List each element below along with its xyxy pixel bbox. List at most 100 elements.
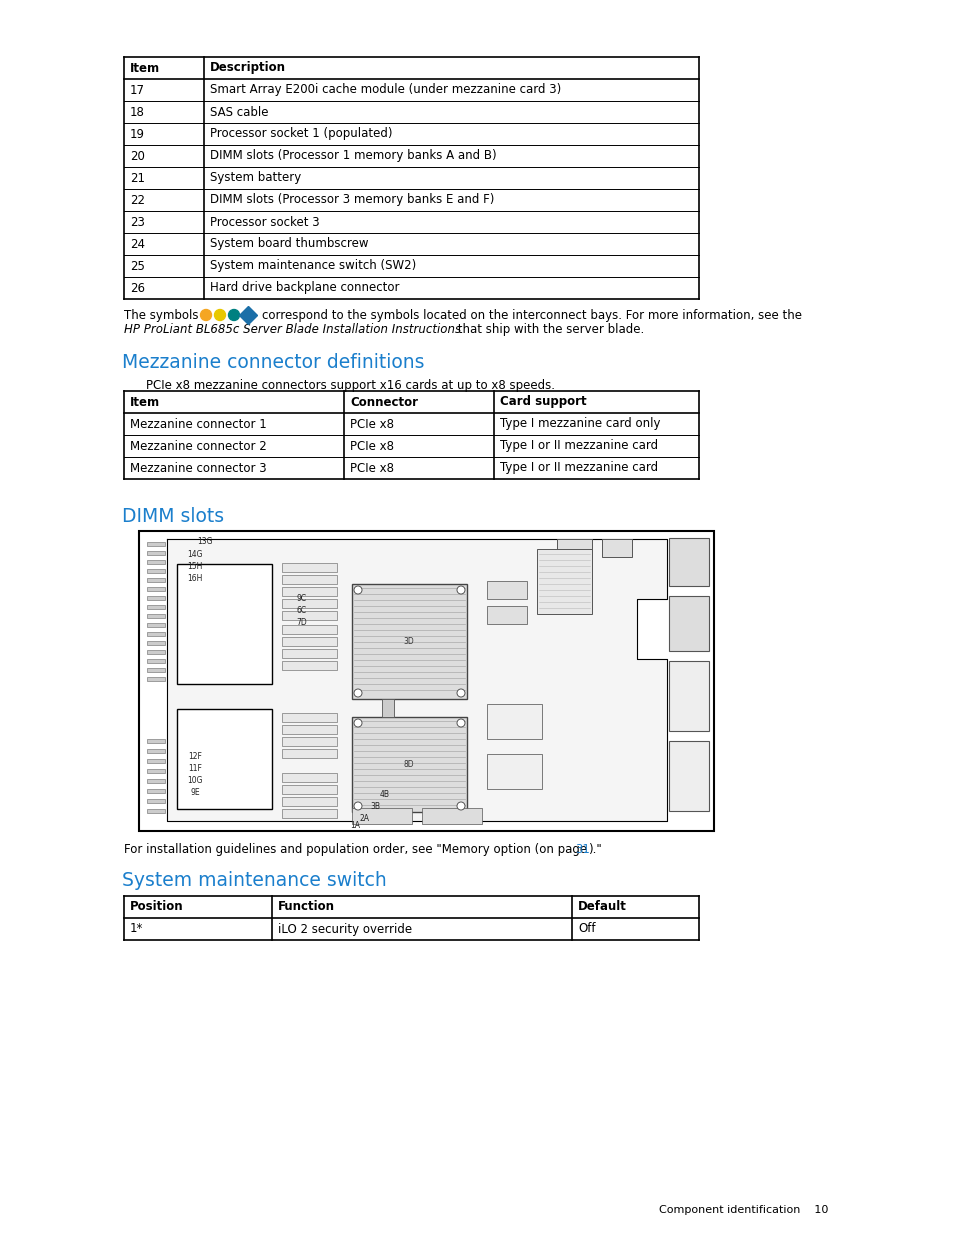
Bar bbox=[282, 773, 336, 782]
Text: DIMM slots (Processor 3 memory banks E and F): DIMM slots (Processor 3 memory banks E a… bbox=[210, 194, 494, 206]
Bar bbox=[282, 797, 336, 806]
Text: Connector: Connector bbox=[350, 395, 417, 409]
Text: DIMM slots: DIMM slots bbox=[122, 508, 224, 526]
Bar bbox=[147, 789, 165, 793]
Text: SAS cable: SAS cable bbox=[210, 105, 268, 119]
Bar bbox=[147, 605, 165, 609]
Bar bbox=[537, 550, 592, 614]
Bar bbox=[486, 755, 541, 789]
Circle shape bbox=[456, 802, 464, 810]
Bar bbox=[177, 709, 272, 809]
Text: System maintenance switch (SW2): System maintenance switch (SW2) bbox=[210, 259, 416, 273]
Text: 23: 23 bbox=[130, 215, 145, 228]
Text: Mezzanine connector definitions: Mezzanine connector definitions bbox=[122, 353, 424, 372]
Text: Type I or II mezzanine card: Type I or II mezzanine card bbox=[499, 440, 658, 452]
Text: PCIe x8: PCIe x8 bbox=[350, 462, 394, 474]
Text: 1*: 1* bbox=[130, 923, 143, 935]
Bar bbox=[352, 718, 467, 811]
Bar bbox=[147, 587, 165, 592]
Bar bbox=[282, 637, 336, 646]
Bar bbox=[147, 650, 165, 655]
Polygon shape bbox=[167, 538, 666, 821]
Bar bbox=[601, 538, 631, 557]
Bar bbox=[282, 650, 336, 658]
Bar bbox=[282, 661, 336, 671]
Text: Item: Item bbox=[130, 395, 160, 409]
Text: 15H: 15H bbox=[187, 562, 202, 571]
Text: Position: Position bbox=[130, 900, 183, 914]
Bar bbox=[668, 741, 708, 811]
Text: System board thumbscrew: System board thumbscrew bbox=[210, 237, 368, 251]
Bar bbox=[486, 580, 526, 599]
Text: that ship with the server blade.: that ship with the server blade. bbox=[454, 324, 643, 336]
Bar bbox=[147, 542, 165, 546]
Bar bbox=[147, 799, 165, 803]
Bar bbox=[352, 808, 412, 824]
Bar bbox=[282, 625, 336, 634]
Text: 16H: 16H bbox=[187, 574, 202, 583]
Bar bbox=[147, 597, 165, 600]
Text: DIMM slots (Processor 1 memory banks A and B): DIMM slots (Processor 1 memory banks A a… bbox=[210, 149, 497, 163]
Text: 21: 21 bbox=[130, 172, 145, 184]
Text: 10G: 10G bbox=[187, 776, 203, 785]
Bar bbox=[282, 599, 336, 608]
Text: 19: 19 bbox=[130, 127, 145, 141]
Text: 26: 26 bbox=[130, 282, 145, 294]
Text: Item: Item bbox=[130, 62, 160, 74]
Circle shape bbox=[354, 689, 361, 697]
Text: Mezzanine connector 3: Mezzanine connector 3 bbox=[130, 462, 266, 474]
Text: correspond to the symbols located on the interconnect bays. For more information: correspond to the symbols located on the… bbox=[262, 309, 801, 322]
Text: 7D: 7D bbox=[296, 618, 307, 627]
Bar bbox=[124, 897, 699, 940]
Text: 3D: 3D bbox=[403, 637, 414, 646]
Text: Mezzanine connector 2: Mezzanine connector 2 bbox=[130, 440, 267, 452]
Bar bbox=[139, 531, 713, 831]
Text: 4B: 4B bbox=[379, 790, 390, 799]
Text: 12F: 12F bbox=[188, 752, 202, 761]
Circle shape bbox=[456, 689, 464, 697]
Text: ).": )." bbox=[587, 844, 601, 856]
Text: Card support: Card support bbox=[499, 395, 586, 409]
Text: 13G: 13G bbox=[197, 537, 213, 546]
Bar bbox=[282, 587, 336, 597]
Text: Type I mezzanine card only: Type I mezzanine card only bbox=[499, 417, 659, 431]
Text: 2A: 2A bbox=[359, 814, 370, 823]
Circle shape bbox=[354, 585, 361, 594]
Bar bbox=[147, 569, 165, 573]
Text: Processor socket 1 (populated): Processor socket 1 (populated) bbox=[210, 127, 392, 141]
Text: 11F: 11F bbox=[188, 764, 202, 773]
Text: 24: 24 bbox=[130, 237, 145, 251]
Bar bbox=[668, 661, 708, 731]
Text: Description: Description bbox=[210, 62, 286, 74]
Bar bbox=[282, 785, 336, 794]
Circle shape bbox=[200, 310, 212, 321]
Bar bbox=[421, 808, 481, 824]
Bar bbox=[124, 391, 699, 479]
Text: PCIe x8: PCIe x8 bbox=[350, 440, 394, 452]
Text: 25: 25 bbox=[130, 259, 145, 273]
Bar bbox=[282, 737, 336, 746]
Bar bbox=[352, 584, 467, 699]
Text: 18: 18 bbox=[130, 105, 145, 119]
Text: 1A: 1A bbox=[350, 821, 359, 830]
Bar bbox=[486, 704, 541, 739]
Bar bbox=[147, 622, 165, 627]
Bar bbox=[147, 659, 165, 663]
Text: 3B: 3B bbox=[370, 802, 379, 811]
Text: 20: 20 bbox=[130, 149, 145, 163]
Bar bbox=[147, 739, 165, 743]
Text: Function: Function bbox=[277, 900, 335, 914]
Text: System maintenance switch: System maintenance switch bbox=[122, 871, 386, 890]
Bar bbox=[147, 559, 165, 564]
Text: Processor socket 3: Processor socket 3 bbox=[210, 215, 319, 228]
Circle shape bbox=[214, 310, 225, 321]
Circle shape bbox=[354, 802, 361, 810]
Circle shape bbox=[229, 310, 239, 321]
Bar bbox=[282, 713, 336, 722]
Bar bbox=[147, 551, 165, 555]
Bar bbox=[147, 632, 165, 636]
Text: 17: 17 bbox=[130, 84, 145, 96]
Bar bbox=[147, 578, 165, 582]
Bar bbox=[147, 809, 165, 813]
Text: Mezzanine connector 1: Mezzanine connector 1 bbox=[130, 417, 267, 431]
